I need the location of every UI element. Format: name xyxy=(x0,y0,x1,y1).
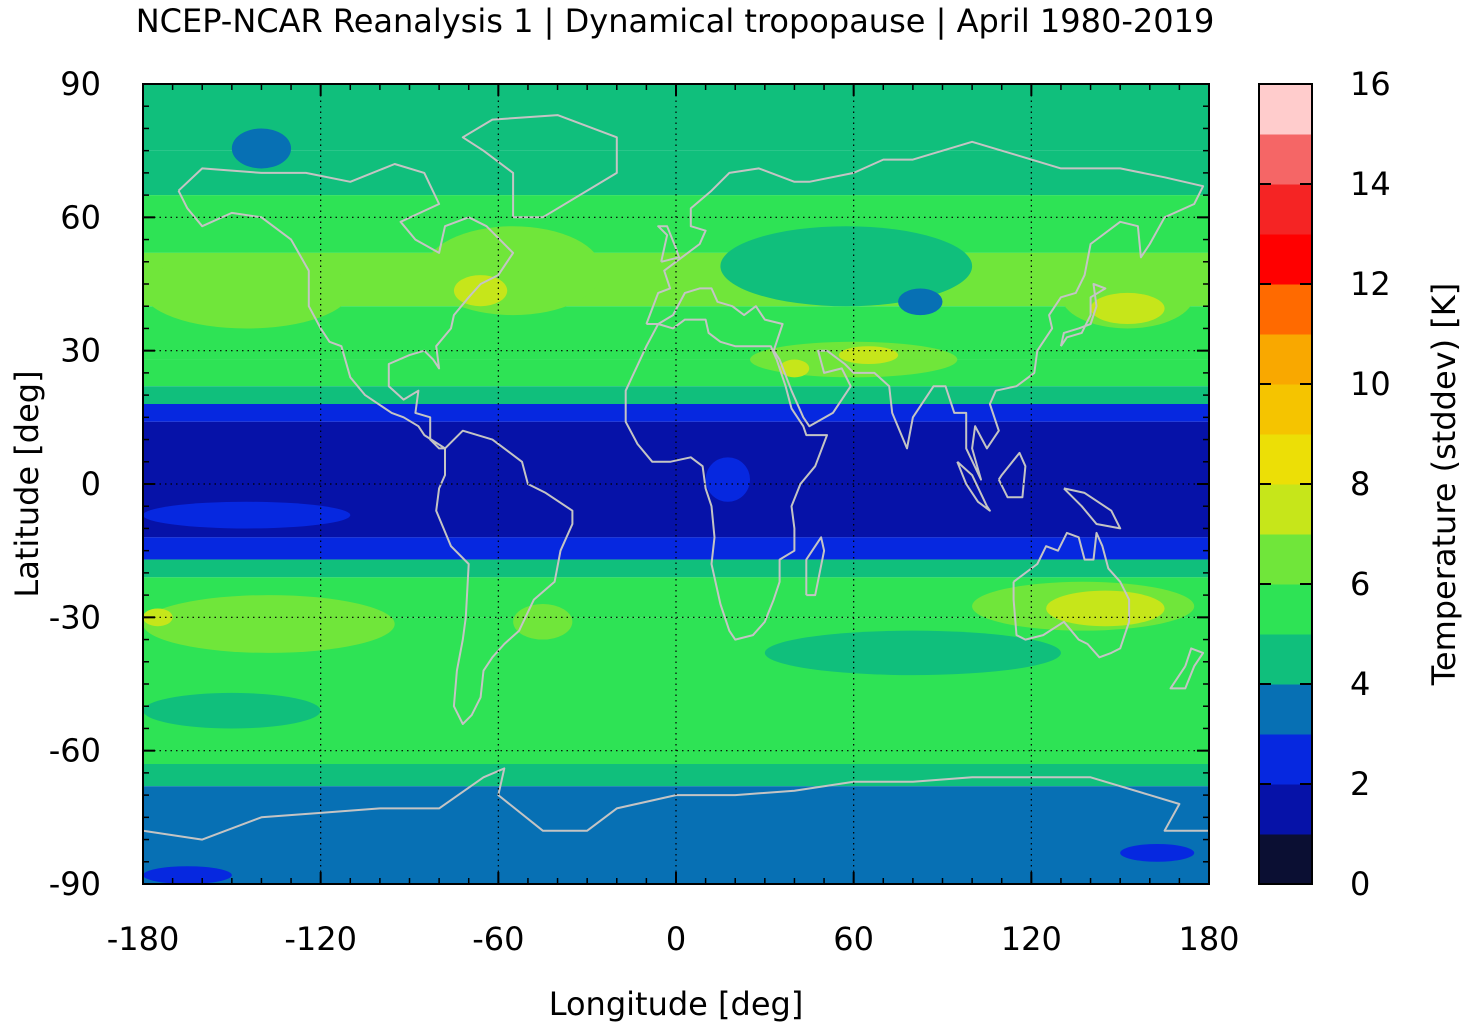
coastline xyxy=(805,536,826,597)
heatmap-cell xyxy=(143,595,395,653)
coastline xyxy=(657,225,680,263)
heatmap-band xyxy=(143,786,1209,884)
heatmap-band xyxy=(143,404,1209,422)
colorbar-segment xyxy=(1259,684,1312,735)
heatmap-cell xyxy=(513,604,573,640)
heatmap-cell xyxy=(779,359,810,378)
x-tick-label: 180 xyxy=(1178,920,1239,958)
colorbar-segment xyxy=(1259,734,1312,785)
heatmap-cell xyxy=(898,288,943,316)
heatmap-cell xyxy=(705,457,751,502)
colorbar-segment xyxy=(1259,634,1312,685)
colorbar-segment xyxy=(1259,334,1312,385)
colorbar-segment xyxy=(1259,834,1312,885)
x-tick-label: -60 xyxy=(472,920,524,958)
heatmap-cell xyxy=(720,226,973,307)
y-tick-label: -30 xyxy=(49,598,101,636)
heatmap-cell xyxy=(143,692,321,729)
x-tick-label: -120 xyxy=(284,920,357,958)
heatmap-cell xyxy=(1046,590,1165,627)
coastline xyxy=(645,140,1205,481)
y-tick-label: -60 xyxy=(49,732,101,770)
colorbar xyxy=(1258,83,1313,885)
colorbar-tick-label: 4 xyxy=(1350,665,1370,703)
heatmap-cell xyxy=(424,226,602,316)
coastline xyxy=(143,767,1209,841)
colorbar-tick-label: 10 xyxy=(1350,365,1391,403)
heatmap-cell xyxy=(1090,292,1165,325)
colorbar-tick-label: 14 xyxy=(1350,165,1391,203)
heatmap-band xyxy=(143,386,1209,404)
colorbar-tick-label: 12 xyxy=(1350,265,1391,303)
coastline xyxy=(1012,531,1131,659)
x-axis-label: Longitude [deg] xyxy=(549,985,804,1023)
heatmap-cell xyxy=(143,501,351,529)
y-tick-label: 60 xyxy=(60,198,101,236)
x-tick-label: 60 xyxy=(833,920,874,958)
heatmap-cell xyxy=(1120,844,1195,862)
colorbar-segment xyxy=(1259,534,1312,585)
y-tick-label: 90 xyxy=(60,65,101,103)
colorbar-segment xyxy=(1259,784,1312,835)
colorbar-tick-label: 6 xyxy=(1350,565,1370,603)
x-axis: -180 -120 -60 0 60 120 180 xyxy=(107,84,1240,958)
x-tick-label: 120 xyxy=(1001,920,1062,958)
coastline xyxy=(177,163,515,450)
colorbar-label: Temperature (stddev) [K] xyxy=(1425,283,1463,686)
heatmap-cell xyxy=(453,275,508,307)
colorbar-segment xyxy=(1259,284,1312,335)
coastline xyxy=(1059,283,1107,347)
coastline xyxy=(624,318,828,641)
colorbar-segment xyxy=(1259,434,1312,485)
colorbar-tick-label: 2 xyxy=(1350,765,1370,803)
y-axis-label: Latitude [deg] xyxy=(8,370,46,597)
colorbar-segment xyxy=(1259,584,1312,635)
coastline xyxy=(435,429,574,725)
coastline xyxy=(997,451,1027,499)
heatmap-band xyxy=(143,764,1209,787)
colorbar-ticks: 0 2 4 6 8 10 12 14 16 xyxy=(1259,65,1391,903)
coastline xyxy=(956,461,991,512)
colorbar-tick-label: 16 xyxy=(1350,65,1391,103)
colorbar-segment xyxy=(1259,84,1312,135)
y-tick-label: -90 xyxy=(49,865,101,903)
y-axis: 90 60 30 0 -30 -60 -90 xyxy=(49,65,1209,903)
x-tick-label: -180 xyxy=(107,920,180,958)
heatmap-cell xyxy=(231,128,292,169)
colorbar-tick-label: 0 xyxy=(1350,865,1370,903)
heatmap-band xyxy=(143,195,1209,253)
chart-title: NCEP-NCAR Reanalysis 1 | Dynamical tropo… xyxy=(136,2,1215,40)
heatmap-band xyxy=(143,537,1209,560)
heatmap-cell xyxy=(143,608,173,627)
colorbar-tick-label: 8 xyxy=(1350,465,1370,503)
colorbar-segment xyxy=(1259,384,1312,435)
colorbar-segment xyxy=(1259,184,1312,235)
coastline xyxy=(1063,487,1122,530)
colorbar-segment xyxy=(1259,484,1312,535)
heatmap-cell xyxy=(838,346,899,364)
coastline xyxy=(1169,647,1205,690)
x-tick-label: 0 xyxy=(666,920,686,958)
heatmap-cell xyxy=(764,630,1061,676)
y-tick-label: 0 xyxy=(81,465,101,503)
heatmap-cell xyxy=(143,866,232,884)
colorbar-segment xyxy=(1259,134,1312,185)
grid-lines xyxy=(143,84,1209,884)
colorbar-segment xyxy=(1259,234,1312,285)
y-tick-label: 30 xyxy=(60,332,101,370)
heatmap-cell xyxy=(143,252,351,329)
